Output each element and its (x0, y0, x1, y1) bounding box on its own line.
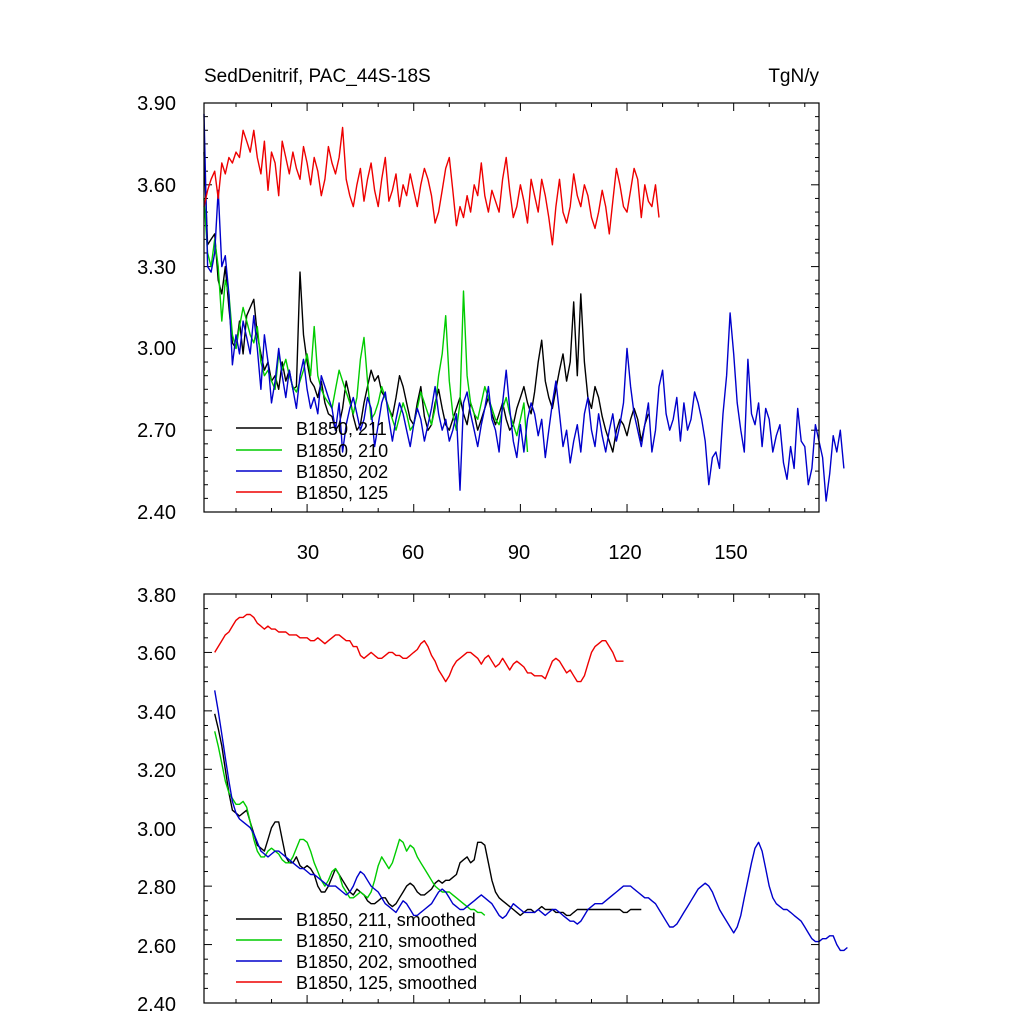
legend-label-210: B1850, 210 (296, 441, 388, 461)
bottom-legend: B1850, 211, smoothed B1850, 210, smoothe… (236, 910, 477, 993)
bottom-panel: 3.80 3.60 3.40 3.20 3.00 2.80 2.60 2.40 … (137, 585, 848, 1016)
top-chart-units: TgN/y (768, 66, 819, 87)
legend-label-211: B1850, 211 (296, 419, 387, 439)
legend-label-210-smoothed: B1850, 210, smoothed (296, 931, 477, 951)
series-line-b1850-125 (203, 126, 660, 246)
bottom-series-lines (214, 613, 848, 952)
top-y-axis-labels: 3.90 3.60 3.30 3.00 2.70 2.40 (137, 93, 176, 524)
top-ytick-label: 2.70 (137, 420, 176, 442)
top-legend: B1850, 211 B1850, 210 B1850, 202 B1850, … (236, 419, 388, 503)
bottom-ytick-label: 2.80 (137, 877, 176, 899)
series-line-b1850-202-smoothed (214, 690, 848, 952)
series-line-b1850-210-smoothed (214, 731, 486, 916)
top-chart-title: SedDenitrif, PAC_44S-18S (204, 66, 431, 87)
series-line-b1850-210 (203, 198, 529, 453)
top-xtick-label: 60 (402, 542, 424, 564)
top-ytick-label: 3.00 (137, 338, 176, 360)
bottom-ytick-label: 3.00 (137, 819, 176, 841)
bottom-plot-frame (203, 593, 820, 1004)
legend-label-125: B1850, 125 (296, 483, 388, 503)
legend-label-202: B1850, 202 (296, 462, 388, 482)
top-xtick-label: 150 (714, 542, 747, 564)
legend-label-125-smoothed: B1850, 125, smoothed (296, 973, 477, 993)
bottom-y-axis-labels: 3.80 3.60 3.40 3.20 3.00 2.80 2.60 2.40 (137, 585, 176, 1016)
bottom-ytick-label: 3.80 (137, 585, 176, 607)
top-ytick-label: 3.30 (137, 257, 176, 279)
bottom-ytick-label: 2.60 (137, 936, 176, 958)
series-line-b1850-202 (203, 113, 845, 502)
top-panel: SedDenitrif, PAC_44S-18S TgN/y 3.90 3.60… (137, 66, 845, 564)
bottom-ytick-label: 2.40 (137, 994, 176, 1016)
legend-label-202-smoothed: B1850, 202, smoothed (296, 952, 477, 972)
top-plot-frame (203, 102, 820, 513)
top-xtick-label: 120 (608, 542, 641, 564)
series-line-b1850-211 (203, 152, 650, 453)
bottom-ytick-label: 3.60 (137, 643, 176, 665)
legend-label-211-smoothed: B1850, 211, smoothed (296, 910, 476, 930)
series-line-b1850-125-smoothed (214, 613, 624, 683)
top-ytick-label: 2.40 (137, 502, 176, 524)
top-xtick-label: 30 (297, 542, 319, 564)
bottom-axis-ticks (204, 593, 819, 1004)
top-ytick-label: 3.60 (137, 175, 176, 197)
top-series-lines (203, 113, 845, 502)
top-x-axis-labels: 30 60 90 120 150 (297, 542, 748, 564)
top-ytick-label: 3.90 (137, 93, 176, 115)
top-xtick-label: 90 (508, 542, 530, 564)
bottom-ytick-label: 3.40 (137, 702, 176, 724)
bottom-ytick-label: 3.20 (137, 760, 176, 782)
